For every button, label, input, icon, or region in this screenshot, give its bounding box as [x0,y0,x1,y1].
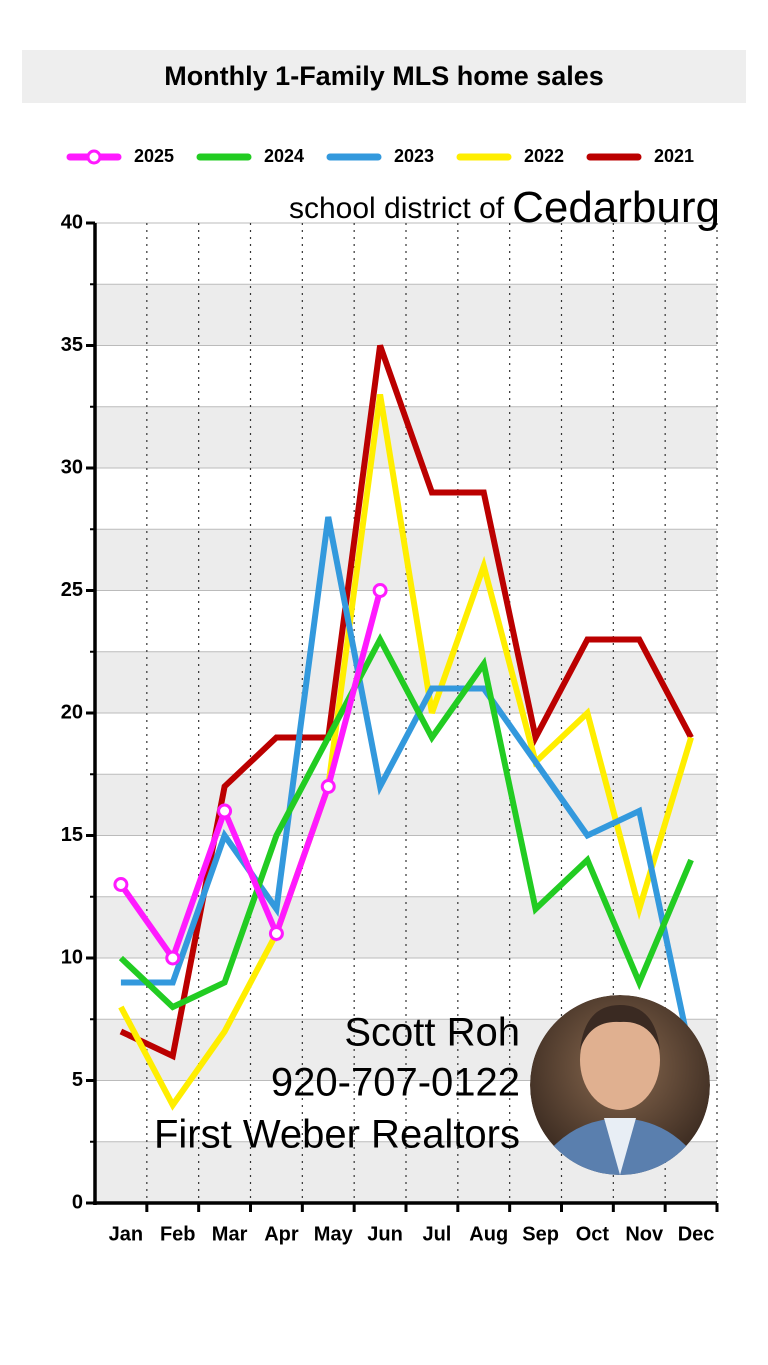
x-tick-label: Aug [469,1223,508,1245]
y-tick-label: 40 [61,211,83,233]
annotation: Scott Roh [344,1011,520,1055]
chart-title: Monthly 1-Family MLS home sales [164,61,604,91]
x-tick-label: Apr [264,1223,299,1245]
x-tick-label: Feb [160,1223,196,1245]
x-tick-label: Oct [576,1223,610,1245]
point [113,877,129,892]
x-tick-label: May [314,1223,354,1245]
legend-label: 2025 [134,146,174,166]
series-line [118,394,694,1111]
y-tick-label: 5 [72,1069,83,1091]
point [165,950,181,966]
x-tick-label: Nov [625,1223,664,1245]
y-tick-label: 25 [61,579,83,601]
subtitle-place: Cedarburg [512,183,720,232]
point [372,583,388,598]
x-tick-label: Jul [422,1223,451,1245]
legend-label: 2021 [654,146,694,166]
point [320,779,336,794]
subtitle-prefix: school district of [289,192,505,225]
point [217,803,233,819]
point [268,926,284,941]
y-tick-label: 30 [61,456,83,478]
y-tick-label: 35 [61,334,83,356]
series-line [118,633,694,1011]
legend-label: 2022 [524,146,564,166]
legend-marker [86,149,102,165]
series-line [120,516,695,1057]
y-tick-label: 0 [72,1191,83,1213]
legend-label: 2024 [264,146,304,166]
y-tick-label: 10 [61,946,83,968]
x-tick-label: Jan [109,1223,143,1245]
x-tick-label: Jun [367,1223,403,1245]
y-tick-label: 20 [61,701,83,723]
subtitle: school district of Cedarburg [289,183,720,232]
legend-label: 2023 [394,146,434,166]
title-bar [22,50,746,103]
x-tick-label: Mar [212,1223,248,1245]
y-tick-label: 15 [61,824,83,846]
annotation: First Weber Realtors [154,1113,520,1157]
x-tick-label: Sep [522,1223,559,1245]
annotation: 920-707-0122 [271,1061,520,1105]
x-tick-label: Dec [678,1223,715,1245]
series-line [118,589,383,965]
